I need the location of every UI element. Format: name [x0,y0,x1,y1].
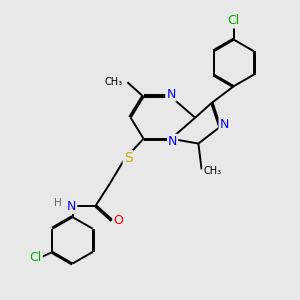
Text: N: N [168,135,177,148]
Text: Cl: Cl [30,251,42,264]
Text: N: N [166,88,176,101]
Text: H: H [54,198,62,208]
Text: Cl: Cl [228,14,240,28]
Text: CH₃: CH₃ [104,76,123,87]
Text: N: N [220,118,229,131]
Text: CH₃: CH₃ [203,166,221,176]
Text: O: O [113,214,123,227]
Text: N: N [67,200,76,213]
Text: S: S [124,151,132,165]
